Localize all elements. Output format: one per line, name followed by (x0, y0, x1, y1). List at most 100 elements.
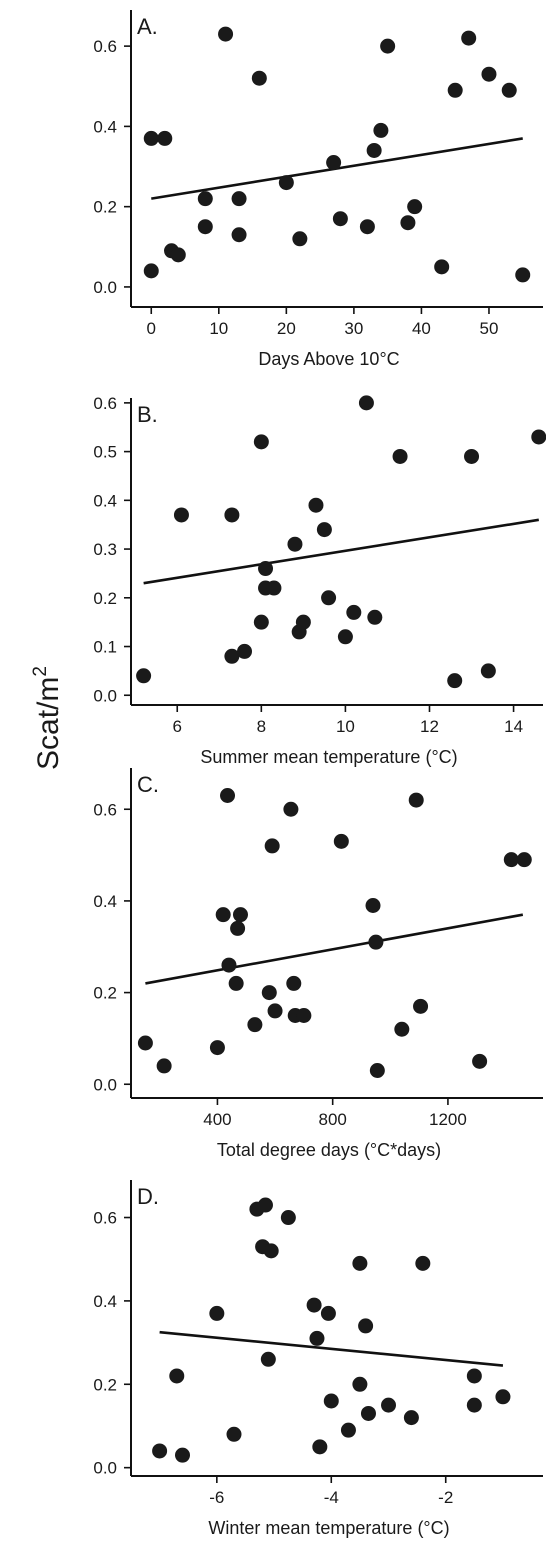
data-point (264, 838, 280, 854)
data-point (407, 199, 423, 215)
y-tick-label: 0.0 (93, 686, 117, 705)
data-point (466, 1368, 482, 1384)
panel-label: A. (137, 14, 158, 39)
data-point (352, 1255, 368, 1271)
x-tick-label: 20 (277, 319, 296, 338)
y-axis-label-text: Scat/m (32, 677, 65, 770)
y-tick-label: 0.6 (93, 394, 117, 413)
data-point (464, 448, 480, 464)
data-point (280, 1210, 296, 1226)
y-tick-label: 0.0 (93, 1075, 117, 1094)
y-tick-label: 0.4 (93, 892, 117, 911)
data-point (380, 38, 396, 54)
y-tick-label: 0.4 (93, 117, 117, 136)
data-point (447, 82, 463, 98)
panel-c: 0.0 0.2 0.4 0.6 400 800 1200 Total degree days … (93, 768, 543, 1160)
data-point (316, 522, 332, 538)
data-point (501, 82, 517, 98)
data-point (434, 259, 450, 275)
y-tick-label: 0.4 (93, 491, 117, 510)
x-axis-label: Total degree days (°C*days) (217, 1140, 441, 1160)
y-tick-label: 0.2 (93, 1375, 117, 1394)
data-point (321, 590, 337, 606)
y-tick-label: 0.4 (93, 1292, 117, 1311)
data-point (173, 507, 189, 523)
x-tick-label: 40 (412, 319, 431, 338)
data-point (309, 1330, 325, 1346)
data-point (323, 1393, 339, 1409)
data-point (403, 1410, 419, 1426)
data-point (197, 191, 213, 207)
data-point (258, 561, 274, 577)
data-point (152, 1443, 168, 1459)
data-point (408, 792, 424, 808)
data-point (136, 668, 152, 684)
data-point (333, 833, 349, 849)
data-point (365, 898, 381, 913)
trendline (159, 1330, 504, 1367)
data-point (267, 1003, 283, 1019)
data-point (296, 1008, 312, 1023)
x-tick-label: -4 (324, 1488, 339, 1507)
x-tick-label: 50 (480, 319, 499, 338)
data-point (320, 1305, 336, 1321)
data-point (461, 30, 477, 46)
data-point (326, 155, 342, 171)
data-point (220, 788, 236, 803)
x-tick-label: 14 (504, 717, 523, 736)
x-tick-label: 0 (147, 319, 156, 338)
data-point (308, 497, 324, 513)
data-point (169, 1368, 185, 1384)
data-point (373, 122, 389, 138)
y-tick-label: 0.5 (93, 443, 117, 462)
shared-y-axis-label: Scat/m2 (30, 666, 65, 770)
data-point (221, 957, 237, 973)
data-point (224, 507, 240, 523)
data-point (358, 395, 374, 411)
data-point (286, 975, 302, 991)
data-point (253, 614, 269, 630)
x-axis-label: Summer mean temperature (°C) (200, 747, 457, 767)
data-point (251, 70, 267, 86)
data-point (278, 175, 294, 191)
data-point (340, 1422, 356, 1438)
x-tick-label: -2 (438, 1488, 453, 1507)
panel-label: D. (137, 1184, 159, 1209)
data-point (394, 1021, 410, 1037)
y-tick-label: 0.6 (93, 1209, 117, 1228)
x-tick-label: 400 (203, 1110, 231, 1129)
data-point (466, 1397, 482, 1413)
data-point (392, 448, 408, 464)
data-point (515, 267, 531, 283)
x-axis-label: Days Above 10°C (258, 349, 399, 369)
panels-group: 0.0 0.2 0.4 0.6 0 10 20 30 40 50 Days Above 10°C A.… (93, 10, 546, 1538)
data-point (358, 1318, 374, 1334)
panel-d: 0.0 0.2 0.4 0.6 -6 -4 -2 Winter mean temperatur… (93, 1180, 543, 1538)
data-point (209, 1305, 225, 1321)
y-axis-label-superscript: 2 (30, 666, 51, 677)
data-point (218, 26, 234, 42)
data-point (447, 673, 463, 689)
x-tick-label: -6 (209, 1488, 224, 1507)
x-tick-label: 10 (336, 717, 355, 736)
y-tick-label: 0.0 (93, 1459, 117, 1478)
data-point (143, 263, 159, 279)
x-tick-label: 30 (344, 319, 363, 338)
data-point (495, 1389, 511, 1405)
x-tick-label: 12 (420, 717, 439, 736)
panel-b: 0.0 0.1 0.2 0.3 0.4 0.5 0.6 6 8 10 12 14 Summer mean… (93, 394, 546, 767)
y-tick-label: 0.1 (93, 638, 117, 657)
x-tick-label: 10 (209, 319, 228, 338)
data-point (381, 1397, 396, 1413)
data-point (400, 215, 416, 231)
data-point (503, 852, 519, 868)
data-point (260, 1351, 276, 1367)
y-tick-label: 0.2 (93, 589, 117, 608)
data-point (232, 907, 248, 923)
panel-label: B. (137, 402, 158, 427)
x-tick-label: 6 (173, 717, 182, 736)
data-point (175, 1447, 190, 1463)
data-point (143, 130, 159, 146)
data-point (472, 1053, 488, 1069)
